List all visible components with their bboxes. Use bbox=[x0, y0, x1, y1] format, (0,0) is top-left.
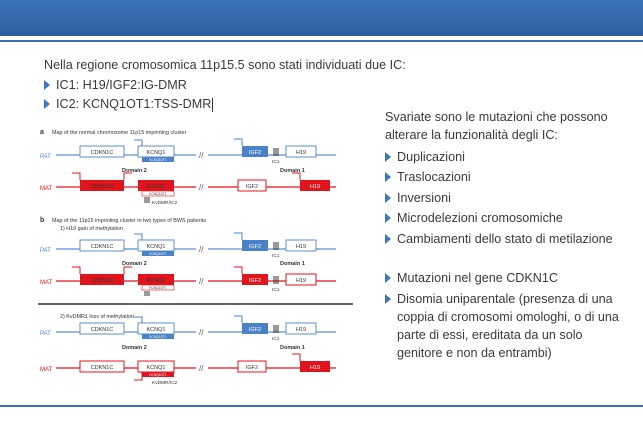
ic1-label: IC1 bbox=[272, 253, 280, 259]
panel-a-title: Map of the normal chromosome 11p15 impri… bbox=[52, 130, 187, 136]
kvdmr-label: KvDMR/IC2 bbox=[152, 200, 178, 206]
bullet-triangle-icon bbox=[385, 193, 391, 203]
gene-kcnq1ot1: KCNQ1OT1 bbox=[149, 192, 166, 196]
mat-label: MAT bbox=[40, 280, 53, 286]
gene-h19: H19 bbox=[296, 327, 306, 333]
header-divider bbox=[0, 40, 643, 42]
mutations-title: Svariate sono le mutazioni che possono a… bbox=[385, 110, 608, 142]
gene-h19: H19 bbox=[296, 278, 306, 284]
bullet-triangle-icon bbox=[385, 294, 391, 304]
domain2-label: Domain 2 bbox=[122, 261, 147, 267]
domain1-label: Domain 1 bbox=[280, 168, 305, 174]
bullet-triangle-icon bbox=[44, 98, 50, 109]
gene-igf2: IGF2 bbox=[246, 365, 258, 371]
sub1-label: 1) H19 gain of methylation bbox=[60, 226, 123, 232]
mat-label: MAT bbox=[40, 186, 53, 192]
gene-kcnq1: KCNQ1 bbox=[147, 365, 166, 371]
gene-kcnq1: KCNQ1 bbox=[147, 327, 166, 333]
header-bar bbox=[0, 0, 643, 36]
ic1-item: IC1: H19/IGF2:IG-DMR bbox=[44, 78, 187, 92]
gene-h19: H19 bbox=[296, 244, 306, 250]
mutation-item: Inversioni bbox=[385, 189, 620, 207]
sub2-label: 2) KvDMR1 loss of methylation bbox=[60, 314, 134, 320]
pat-label: PAT bbox=[40, 154, 51, 160]
gene-kcnq1ot1: KCNQ1OT1 bbox=[149, 252, 166, 256]
bullet-triangle-icon bbox=[44, 79, 50, 90]
ic1-label: IC1 bbox=[272, 287, 280, 293]
bullet-triangle-icon bbox=[385, 213, 391, 223]
text-cursor bbox=[212, 97, 214, 112]
kvdmr-label: KvDMR/IC2 bbox=[152, 380, 178, 386]
bullet-triangle-icon bbox=[385, 152, 391, 162]
mutation-item: Traslocazioni bbox=[385, 168, 620, 186]
gene-cdkn1c: CDKN1C bbox=[91, 184, 114, 190]
gene-h19: H19 bbox=[310, 365, 320, 371]
ic1-label: IC1 bbox=[272, 336, 280, 342]
gene-kcnq1ot1: KCNQ1OT1 bbox=[149, 158, 166, 162]
gene-igf2: IGF2 bbox=[249, 278, 261, 284]
gene-igf2: IGF2 bbox=[249, 150, 261, 156]
gene-kcnq1ot1: KCNQ1OT1 bbox=[149, 286, 166, 290]
gene-igf2: IGF2 bbox=[249, 327, 261, 333]
gene-igf2: IGF2 bbox=[246, 184, 258, 190]
pat-label: PAT bbox=[40, 248, 51, 254]
svg-text://: // bbox=[199, 245, 204, 254]
ic1-label: IC1 bbox=[272, 159, 280, 165]
mat-label: MAT bbox=[40, 367, 53, 373]
ic2-item: IC2: KCNQ1OT1:TSS-DMR bbox=[44, 97, 214, 112]
mutation-item: Duplicazioni bbox=[385, 148, 620, 166]
gene-cdkn1c: CDKN1C bbox=[91, 278, 114, 284]
svg-text://: // bbox=[199, 183, 204, 192]
domain2-label: Domain 2 bbox=[122, 345, 147, 351]
domain1-label: Domain 1 bbox=[280, 261, 305, 267]
bullet-triangle-icon bbox=[385, 234, 391, 244]
mutation-item: Mutazioni nel gene CDKN1C bbox=[385, 269, 620, 287]
svg-text://: // bbox=[199, 364, 204, 373]
gene-kcnq1: KCNQ1 bbox=[147, 278, 166, 284]
gene-cdkn1c: CDKN1C bbox=[91, 150, 114, 156]
gene-cdkn1c: CDKN1C bbox=[91, 244, 114, 250]
gene-kcnq1: KCNQ1 bbox=[147, 184, 166, 190]
bullet-triangle-icon bbox=[385, 273, 391, 283]
gene-h19: H19 bbox=[310, 184, 320, 190]
domain2-label: Domain 2 bbox=[122, 168, 147, 174]
gene-cdkn1c: CDKN1C bbox=[91, 327, 114, 333]
panel-b-title: Map of the 11p15 imprinting cluster in t… bbox=[52, 218, 206, 224]
mutation-item: Microdelezioni cromosomiche bbox=[385, 209, 620, 227]
svg-text://: // bbox=[199, 151, 204, 160]
panel-b-label: b bbox=[40, 217, 44, 224]
pat-label: PAT bbox=[40, 331, 51, 337]
gene-kcnq1: KCNQ1 bbox=[147, 150, 166, 156]
mutation-item: Cambiamenti dello stato di metilazione bbox=[385, 230, 620, 248]
panel-a-label: a bbox=[40, 129, 44, 136]
bullet-triangle-icon bbox=[385, 172, 391, 182]
svg-text://: // bbox=[199, 277, 204, 286]
gene-h19: H19 bbox=[296, 150, 306, 156]
gene-kcnq1ot1: KCNQ1OT1 bbox=[149, 335, 166, 339]
gene-kcnq1ot1: KCNQ1OT1 bbox=[149, 373, 166, 377]
domain1-label: Domain 1 bbox=[280, 345, 305, 351]
gene-cdkn1c: CDKN1C bbox=[91, 365, 114, 371]
gene-kcnq1: KCNQ1 bbox=[147, 244, 166, 250]
mutation-item: Disomia uniparentale (presenza di una co… bbox=[385, 290, 620, 362]
footer-divider bbox=[0, 405, 643, 407]
svg-text://: // bbox=[199, 328, 204, 337]
gene-igf2: IGF2 bbox=[249, 244, 261, 250]
intro-text: Nella regione cromosomica 11p15.5 sono s… bbox=[44, 58, 406, 72]
imprinting-cluster-figure: a Map of the normal chromosome 11p15 imp… bbox=[38, 129, 353, 386]
